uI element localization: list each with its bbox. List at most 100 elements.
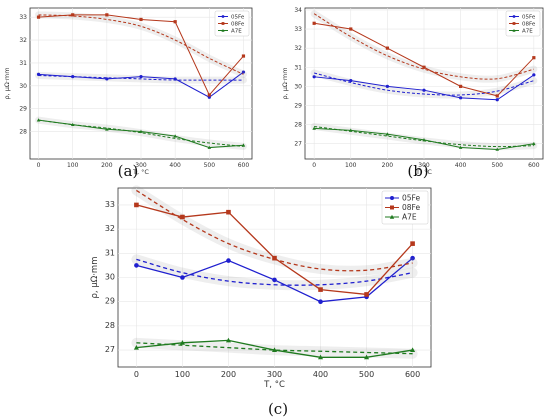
series-05Fe xyxy=(310,69,538,102)
chart-panel-2: 27 28 29 30 31 32 33 0 100 200 300 400 500 600 T, °C ρ,… xyxy=(90,185,432,418)
series-A7E xyxy=(131,337,418,360)
legend-swatch-marker xyxy=(390,196,394,200)
chart-panel-1: 27 28 29 30 31 32 33 34 0 100 200 300 400 500 600 T, °C… xyxy=(281,7,544,180)
legend-swatch-marker xyxy=(221,22,225,25)
data-point xyxy=(105,127,109,131)
x-tick-label: 100 xyxy=(345,162,357,169)
legend-entry-A7E: A7E xyxy=(402,213,417,222)
data-point xyxy=(410,347,416,353)
y-axis-label: ρ, μΩ·mm xyxy=(90,257,100,299)
data-point xyxy=(318,299,323,304)
data-point xyxy=(173,20,177,24)
x-tick-label: 300 xyxy=(135,162,147,169)
series-A7E xyxy=(310,123,538,151)
y-tick-label: 32 xyxy=(294,45,302,52)
data-point xyxy=(133,345,139,350)
fit-curve xyxy=(313,13,534,80)
y-tick-label: 28 xyxy=(105,321,115,330)
panel-label: (c) xyxy=(268,400,288,418)
x-tick-label: 0 xyxy=(312,162,316,169)
data-point xyxy=(312,21,316,25)
data-point xyxy=(317,354,324,360)
y-tick-label: 31 xyxy=(105,248,115,257)
data-point xyxy=(105,77,109,81)
series-08Fe xyxy=(131,185,418,297)
data-point xyxy=(532,73,536,77)
fit-curve xyxy=(38,74,244,81)
x-tick-label: 200 xyxy=(382,162,394,169)
x-axis-label: T, °C xyxy=(415,168,432,176)
legend-swatch-marker xyxy=(221,15,225,18)
data-point xyxy=(226,209,231,215)
data-point xyxy=(36,72,41,76)
data-point xyxy=(459,84,463,88)
data-point xyxy=(312,126,316,130)
data-point xyxy=(532,56,536,60)
data-point xyxy=(271,347,278,353)
data-point xyxy=(349,27,353,31)
data-point xyxy=(71,13,75,17)
data-point xyxy=(495,147,499,151)
x-tick-label: 200 xyxy=(101,162,113,169)
data-point xyxy=(225,337,232,343)
fit-curve xyxy=(38,119,244,147)
panel-label: (b) xyxy=(407,162,428,180)
fit-curve xyxy=(136,258,413,286)
data-point xyxy=(410,255,415,261)
data-point xyxy=(495,98,499,102)
y-tick-label: 31 xyxy=(294,64,302,71)
data-point xyxy=(36,118,41,122)
data-point xyxy=(272,255,277,261)
data-point xyxy=(241,54,246,58)
data-point xyxy=(349,128,353,132)
y-axis-label: ρ, μΩ·mm xyxy=(281,67,289,99)
x-tick-label: 500 xyxy=(492,162,504,169)
legend-entry-A7E: A7E xyxy=(231,29,242,35)
data-point xyxy=(139,75,143,79)
legend-entry-A7E: A7E xyxy=(522,29,533,35)
data-point xyxy=(318,287,323,292)
data-point xyxy=(385,84,389,88)
data-point xyxy=(134,202,139,208)
x-tick-label: 0 xyxy=(37,162,41,169)
y-tick-label: 30 xyxy=(105,273,115,282)
data-point xyxy=(385,46,389,50)
data-point xyxy=(495,94,499,98)
data-point xyxy=(173,77,177,81)
series-A7E xyxy=(35,116,247,150)
data-point xyxy=(532,141,536,146)
x-tick-label: 100 xyxy=(175,370,190,379)
series-08Fe xyxy=(310,10,538,98)
x-axis-label: T, °C xyxy=(132,168,149,176)
data-point xyxy=(134,263,139,268)
x-tick-label: 400 xyxy=(455,162,467,169)
fit-curve xyxy=(314,72,534,96)
x-tick-label: 100 xyxy=(67,162,79,169)
y-tick-label: 30 xyxy=(294,83,302,90)
data-point xyxy=(180,275,185,280)
y-tick-label: 28 xyxy=(294,122,302,129)
legend-entry-08Fe: 08Fe xyxy=(231,22,245,28)
y-tick-label: 29 xyxy=(294,102,302,109)
data-point xyxy=(349,79,353,83)
x-tick-label: 400 xyxy=(313,370,328,379)
legend-entry-05Fe: 05Fe xyxy=(522,15,536,21)
data-point xyxy=(410,241,415,246)
data-point xyxy=(364,292,369,297)
x-axis-label: T, °C xyxy=(263,380,285,390)
y-tick-label: 27 xyxy=(294,141,302,148)
data-point xyxy=(241,70,246,74)
series-05Fe xyxy=(131,254,418,304)
y-tick-label: 30 xyxy=(19,83,27,90)
x-tick-label: 600 xyxy=(238,162,250,169)
chart-panel-0: 28 29 30 31 32 33 0 100 200 300 400 500 600 T, °C ρ, μ… xyxy=(3,7,253,180)
y-tick-label: 33 xyxy=(105,200,115,209)
panel-label: (a) xyxy=(118,162,139,180)
data-point xyxy=(364,354,370,360)
legend-entry-05Fe: 05Fe xyxy=(402,194,420,203)
data-point xyxy=(458,145,463,149)
data-point xyxy=(422,65,426,69)
legend-entry-08Fe: 08Fe xyxy=(402,203,420,212)
y-tick-label: 29 xyxy=(105,297,115,306)
